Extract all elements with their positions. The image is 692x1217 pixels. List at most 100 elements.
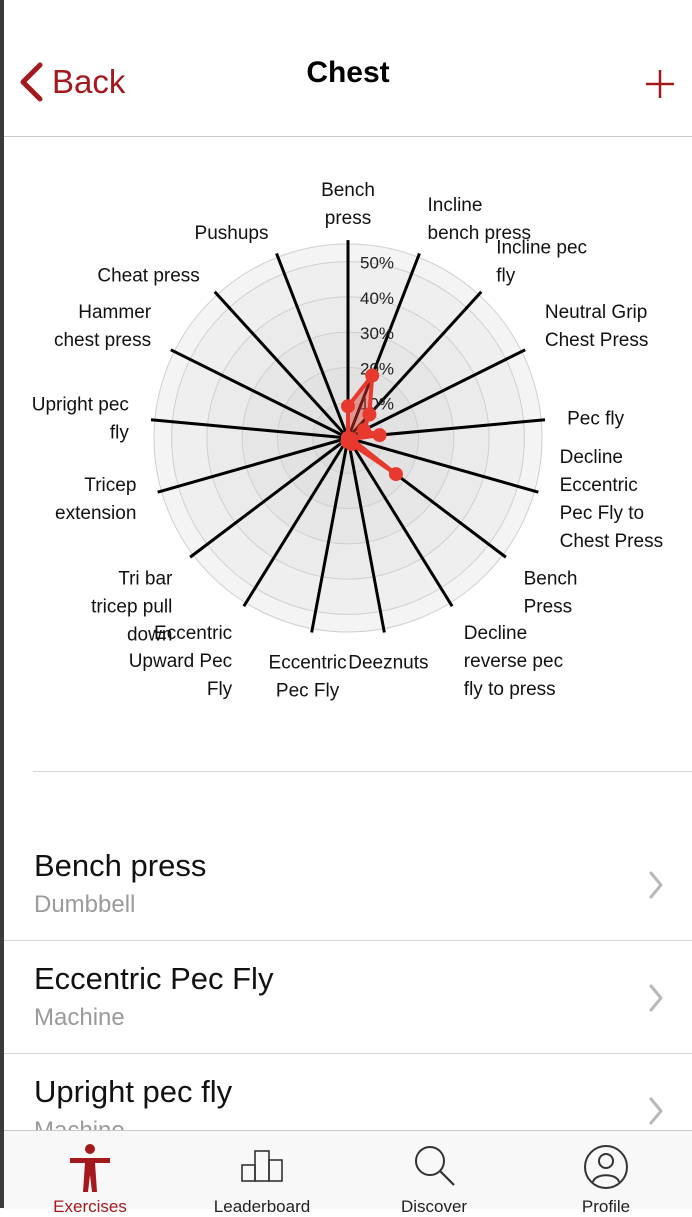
category-label: Eccentric Upward Pec Fly (129, 623, 233, 700)
category-label-line: Decline (464, 623, 527, 644)
category-label-line: Bench (524, 569, 578, 590)
tab-discover[interactable]: Discover (348, 1131, 520, 1216)
tab-profile[interactable]: Profile (520, 1131, 692, 1216)
category-label-line: tricep pull (91, 597, 172, 618)
category-label: Bench Press (524, 569, 578, 618)
category-label-line: Deeznuts (348, 652, 428, 673)
chevron-right-icon (649, 1097, 663, 1125)
axis-spoke (346, 437, 386, 633)
category-label: Decline reverse pec fly to press (464, 623, 563, 700)
data-point (365, 368, 380, 383)
axis-spoke (346, 437, 454, 608)
category-label-line: press (325, 208, 371, 229)
category-label: Hammer chest press (54, 302, 152, 351)
axis-spoke (242, 437, 350, 608)
back-label: Back (52, 63, 126, 100)
list-item-eccentric-pec-fly[interactable]: Eccentric Pec Fly Machine (4, 941, 692, 1054)
category-label-line: Chest Press (560, 531, 663, 552)
exercise-equipment: Dumbbell (34, 891, 136, 918)
category-label: Decline Eccentric Pec Fly to Chest Press (560, 447, 663, 552)
podium-icon (241, 1150, 283, 1182)
data-point (341, 399, 355, 414)
category-label-line: Press (524, 597, 573, 618)
axis-spoke (347, 348, 526, 440)
category-label-line: Bench (321, 180, 375, 201)
data-point (341, 431, 355, 445)
tab-exercises[interactable]: Exercises (4, 1131, 176, 1216)
category-label-line: Upward Pec (129, 651, 233, 672)
category-label: Pushups (195, 223, 269, 244)
category-label-line: extension (55, 503, 136, 524)
category-label-line: Hammer (78, 302, 152, 323)
window-edge (0, 0, 4, 1208)
chevron-right-icon (649, 871, 663, 899)
back-button[interactable]: Back (18, 62, 125, 102)
category-label: Pec fly (567, 409, 625, 430)
category-label-line: Eccentric (560, 475, 638, 496)
exercise-name: Eccentric Pec Fly (34, 961, 274, 996)
axis-spoke (150, 418, 349, 440)
axis-spoke (189, 436, 349, 559)
axis-spoke (213, 290, 350, 440)
tick-label: 30% (360, 324, 394, 343)
category-label-line: bench press (428, 223, 532, 244)
category-label-line: down (127, 625, 172, 646)
page-title: Chest (306, 56, 390, 89)
tab-leaderboard[interactable]: Leaderboard (176, 1131, 348, 1216)
category-label-line: Decline (560, 447, 623, 468)
axis-spoke (275, 252, 350, 439)
section-divider (33, 771, 692, 772)
tab-label: Profile (581, 1197, 631, 1216)
add-icon[interactable] (644, 68, 676, 100)
category-label-line: Tricep (84, 475, 136, 496)
tab-label: Leaderboard (213, 1197, 311, 1216)
category-label: Tri bar tricep pull down (91, 569, 173, 646)
category-label: Eccentric Pec Fly (269, 652, 347, 701)
category-label-line: Eccentric (154, 623, 232, 644)
list-item-bench-press[interactable]: Bench press Dumbbell (4, 828, 692, 941)
category-label-line: fly (110, 423, 130, 444)
tick-label: 50% (360, 254, 394, 273)
tab-label: Discover (400, 1197, 468, 1216)
category-label: Bench press (321, 180, 375, 229)
axis-spoke (157, 436, 349, 494)
category-label: Cheat press (97, 265, 199, 286)
tab-bar: Exercises Leaderboard Discover Profile (4, 1130, 692, 1216)
category-label-line: Pec Fly (276, 680, 340, 701)
category-label-line: Pec fly (567, 409, 625, 430)
category-label: Incline bench press (428, 195, 532, 244)
axis-spoke (346, 252, 421, 439)
exercise-name: Upright pec fly (34, 1074, 233, 1109)
search-icon (415, 1146, 455, 1186)
category-label-line: Pec Fly to (560, 503, 644, 524)
category-label-line: Incline (428, 195, 483, 216)
category-label-line: chest press (54, 330, 151, 351)
profile-icon (584, 1145, 628, 1189)
chevron-left-icon (20, 62, 43, 102)
category-label: Deeznuts (348, 652, 428, 673)
chevron-right-icon (649, 984, 663, 1012)
category-label-line: fly to press (464, 679, 556, 700)
category-label: Neutral Grip Chest Press (545, 302, 648, 351)
category-label-line: Incline pec (496, 237, 587, 258)
person-icon (70, 1144, 110, 1192)
category-label-line: fly (496, 265, 516, 286)
category-label-line: Neutral Grip (545, 302, 647, 323)
exercise-name: Bench press (34, 848, 207, 883)
category-label-line: Tri bar (118, 569, 173, 590)
category-label-line: Fly (207, 679, 233, 700)
data-point (388, 467, 403, 482)
category-label: Upright pec fly (32, 395, 130, 444)
category-label: Tricep extension (55, 475, 136, 524)
category-label-line: Eccentric (269, 652, 347, 673)
data-point (372, 428, 387, 443)
tick-label: 40% (360, 289, 394, 308)
tab-label: Exercises (53, 1197, 127, 1216)
axis-spoke (347, 436, 539, 494)
category-label-line: Upright pec (32, 395, 129, 416)
axis-spoke (170, 348, 349, 440)
data-point (362, 407, 377, 422)
data-point (356, 423, 371, 438)
navigation-bar: Back Chest (4, 0, 692, 137)
